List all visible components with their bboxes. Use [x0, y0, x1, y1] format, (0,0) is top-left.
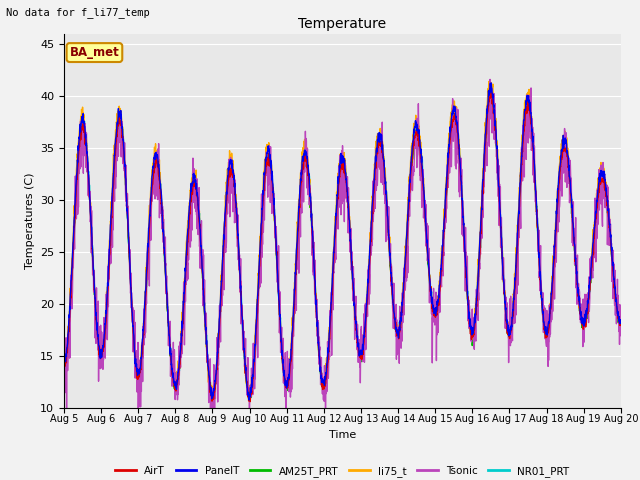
Y-axis label: Temperatures (C): Temperatures (C) [24, 172, 35, 269]
Legend: AirT, PanelT, AM25T_PRT, li75_t, Tsonic, NR01_PRT: AirT, PanelT, AM25T_PRT, li75_t, Tsonic,… [111, 462, 573, 480]
Title: Temperature: Temperature [298, 17, 387, 31]
Text: No data for f_li77_temp: No data for f_li77_temp [6, 7, 150, 18]
X-axis label: Time: Time [329, 430, 356, 440]
Text: BA_met: BA_met [70, 46, 119, 59]
